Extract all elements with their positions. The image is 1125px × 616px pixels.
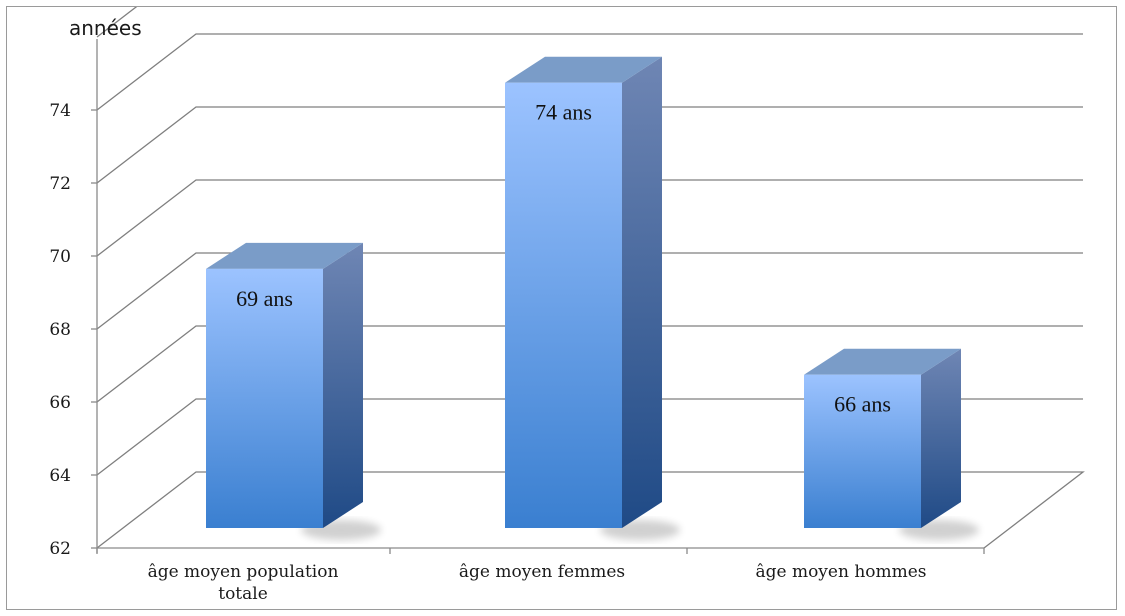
bar-chart: 62 64 66 68 70 72 74 69 ans 74 ans 66 ans âge moy…	[49, 7, 1085, 604]
chart-frame: 62 64 66 68 70 72 74 69 ans 74 ans 66 ans âge moy…	[6, 6, 1117, 610]
gridline-70	[96, 179, 1083, 257]
y-axis-unit-label: années	[69, 16, 142, 40]
gridline-76	[96, 7, 138, 38]
category-label-2-line-0: âge moyen hommes	[755, 562, 926, 582]
axis-layer: 62 64 66 68 70 72 74	[49, 39, 985, 559]
bar-front-1	[505, 82, 622, 528]
y-tick-label-72: 72	[49, 174, 71, 194]
y-tick-label-64: 64	[49, 466, 71, 486]
bar-front-2	[804, 374, 921, 528]
y-tick-label-62: 62	[49, 539, 71, 559]
bar-side-1	[622, 56, 662, 528]
category-label-2: âge moyen hommes	[755, 562, 926, 582]
gridline-68	[96, 252, 1083, 330]
category-label-0: âge moyen population totale	[148, 562, 339, 604]
category-label-1: âge moyen femmes	[459, 562, 625, 582]
y-tick-label-70: 70	[49, 247, 71, 267]
gridline-74	[96, 33, 1083, 111]
category-label-0-line-0: âge moyen population	[148, 562, 339, 582]
gridline-64	[96, 398, 1083, 476]
bar-side-2	[921, 348, 961, 528]
bars-layer	[206, 56, 979, 540]
bar-1	[505, 56, 680, 540]
y-tick-label-66: 66	[49, 393, 71, 413]
gridline-66	[96, 325, 1083, 403]
bar-top-0	[206, 242, 363, 269]
data-label-0: 69 ans	[236, 286, 293, 311]
bar-front-0	[206, 268, 323, 528]
category-label-0-line-1: totale	[218, 584, 268, 604]
data-label-2: 66 ans	[834, 392, 891, 417]
bar-top-1	[505, 56, 662, 83]
data-label-1: 74 ans	[535, 100, 592, 125]
bar-side-0	[323, 242, 363, 528]
bar-2	[804, 348, 979, 540]
labels-layer: 69 ans 74 ans 66 ans âge moyen population to…	[148, 100, 927, 604]
gridline-72	[96, 106, 1083, 184]
bar-0	[206, 242, 381, 540]
bar-top-2	[804, 348, 961, 375]
y-tick-label-74: 74	[49, 101, 71, 121]
grid-layer	[96, 7, 1085, 549]
category-label-1-line-0: âge moyen femmes	[459, 562, 625, 582]
y-tick-label-68: 68	[49, 320, 71, 340]
